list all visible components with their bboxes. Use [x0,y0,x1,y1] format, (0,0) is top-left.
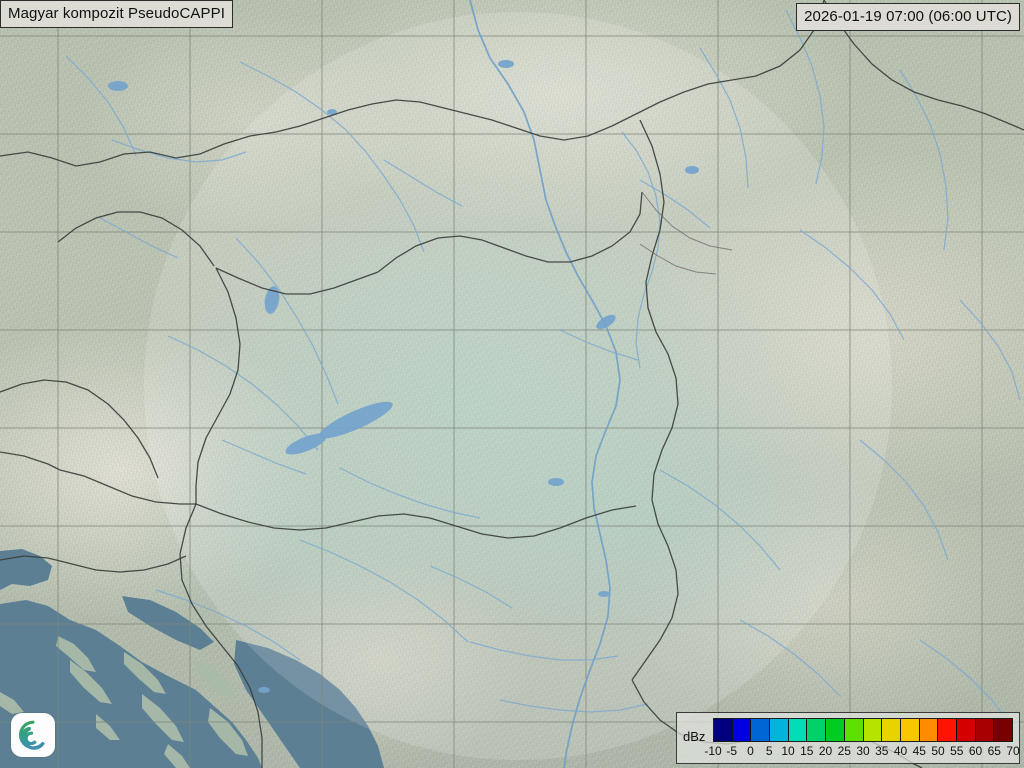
legend-swatch [732,719,752,741]
legend-tick: 30 [856,744,870,758]
legend-tick: 20 [818,744,833,758]
legend-tick-labels: -10 -5 0 5 10 15 20 25 30 35 40 45 50 55 60 65 70 [704,743,1019,761]
legend-swatch [863,719,883,741]
legend-tick: -10 [704,744,722,758]
legend-swatch [826,719,845,741]
product-title-label: Magyar kompozit PseudoCAPPI [0,0,233,28]
legend-swatch [919,719,939,741]
legend-swatch [975,719,995,741]
legend-swatch [788,719,808,741]
dbz-color-legend: dBz -10 -5 0 5 10 15 20 25 30 35 40 45 50 55 60 65 70 [676,712,1020,764]
river-network [65,0,1021,768]
hungaromet-logo[interactable] [11,713,55,757]
legend-tick: 5 [765,744,773,758]
legend-tick: 70 [1006,744,1020,758]
legend-swatch [751,719,771,741]
legend-swatch [994,719,1012,741]
legend-tick: 25 [837,744,851,758]
swirl-icon [18,720,45,750]
legend-tick: 65 [987,744,1001,758]
legend-unit-label: dBz [683,729,706,744]
legend-tick: 60 [968,744,983,758]
legend-swatch [956,719,976,741]
legend-swatch [714,719,733,741]
legend-swatch [770,719,789,741]
legend-tick: 55 [950,744,964,758]
lakes [108,60,699,693]
legend-tick: 0 [747,744,754,758]
legend-tick: 50 [931,744,945,758]
legend-swatch [882,719,901,741]
legend-tick: -5 [726,744,738,758]
timestamp-label: 2026-01-19 07:00 (06:00 UTC) [796,3,1020,31]
legend-swatch [938,719,957,741]
legend-swatch [807,719,827,741]
legend-tick: 40 [893,744,908,758]
legend-tick: 10 [781,744,795,758]
legend-swatch [900,719,920,741]
legend-tick: 45 [912,744,926,758]
legend-tick: 15 [800,744,814,758]
legend-swatch [844,719,864,741]
legend-color-bar [713,718,1013,742]
legend-tick: 35 [875,744,889,758]
